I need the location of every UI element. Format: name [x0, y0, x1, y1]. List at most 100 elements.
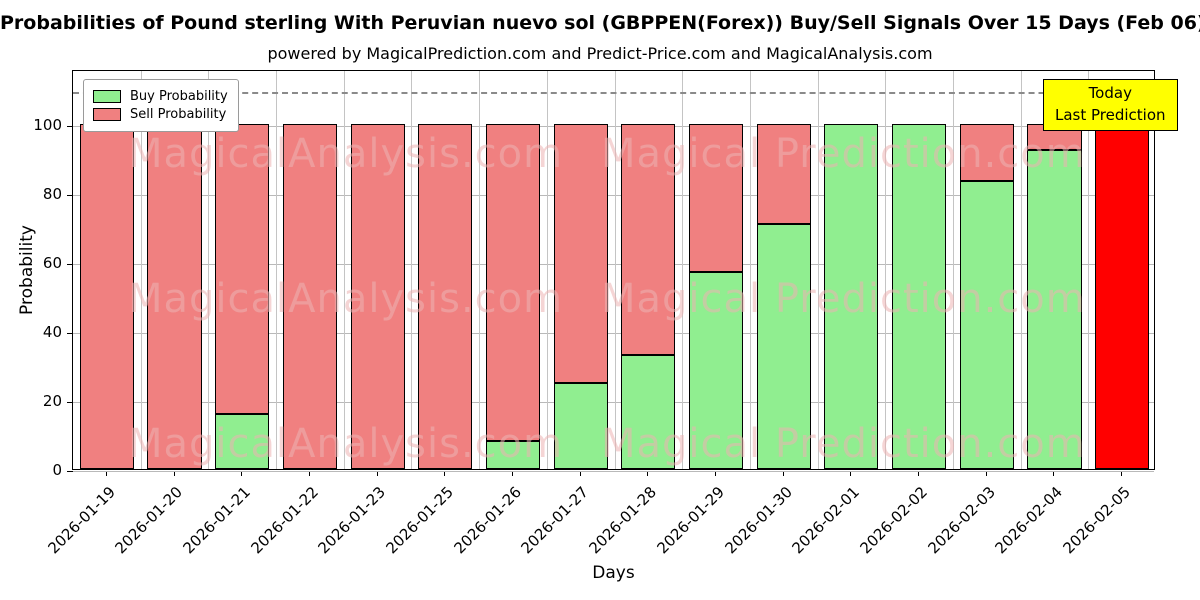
- sell-bar-segment: [756, 124, 811, 225]
- buy-bar-segment: [621, 355, 676, 469]
- x-tick-label: 2026-01-22: [247, 483, 322, 558]
- x-tick-mark: [376, 471, 378, 476]
- x-tick-label: 2026-01-25: [382, 483, 458, 558]
- x-tick-mark: [105, 471, 107, 476]
- today-annotation-line1: Today: [1088, 84, 1132, 102]
- x-tick-label: 2026-02-01: [788, 483, 864, 558]
- today-annotation: Today Last Prediction: [1043, 79, 1178, 131]
- x-gridline: [1088, 71, 1090, 469]
- sell-bar-segment: [147, 124, 202, 469]
- y-tick-label: 0: [52, 461, 62, 479]
- buy-bar-segment: [1027, 150, 1082, 469]
- y-tick-mark: [67, 264, 73, 266]
- x-tick-label: 2026-01-20: [111, 483, 187, 558]
- x-tick-label: 2026-01-19: [44, 483, 119, 558]
- y-gridline: [73, 126, 1154, 128]
- y-tick-mark: [67, 333, 73, 335]
- x-gridline: [343, 71, 345, 469]
- buy-bar-segment: [485, 441, 541, 469]
- chart-title: Probabilities of Pound sterling With Per…: [0, 12, 1200, 34]
- x-axis-ticks: 2026-01-19 2026-01-20 2026-01-21 2026-01-22…: [44, 471, 1155, 591]
- x-tick-label: 2026-01-21: [179, 483, 254, 558]
- x-tick-label: 2026-01-23: [314, 483, 390, 558]
- buy-swatch: [93, 90, 121, 103]
- sell-bar-segment: [79, 124, 134, 469]
- buy-bar-segment: [553, 382, 608, 469]
- x-tick-mark: [647, 471, 649, 476]
- buy-bar-segment: [688, 272, 744, 469]
- y-gridline: [73, 471, 1154, 472]
- chart-subtitle: powered by MagicalPrediction.com and Pre…: [267, 44, 933, 63]
- threshold-dashed-line: [73, 91, 1154, 94]
- sell-swatch: [93, 108, 121, 121]
- x-tick-mark: [1121, 471, 1123, 476]
- x-gridline: [546, 71, 548, 469]
- sell-bar-segment: [350, 124, 405, 469]
- x-tick-label: 2026-01-30: [721, 483, 796, 558]
- x-gridline: [208, 71, 210, 469]
- x-tick-label: 2026-01-29: [653, 483, 728, 558]
- today-annotation-line2: Last Prediction: [1055, 105, 1166, 124]
- x-tick-mark: [241, 471, 243, 476]
- x-tick-mark: [308, 471, 310, 476]
- legend-sell-label: Sell Probability: [130, 107, 227, 122]
- x-tick-label: 2026-02-03: [924, 483, 999, 558]
- x-gridline: [614, 71, 616, 469]
- legend-row-sell: Sell Probability: [93, 107, 228, 122]
- x-gridline: [1020, 71, 1022, 469]
- sell-bar-segment: [282, 124, 337, 469]
- x-gridline: [885, 71, 887, 469]
- buy-bar-segment: [824, 124, 879, 469]
- x-tick-mark: [715, 471, 717, 476]
- x-tick-mark: [850, 471, 852, 476]
- x-tick-mark: [173, 471, 175, 476]
- x-gridline: [479, 71, 481, 469]
- today-bar: [1095, 124, 1150, 469]
- sell-bar-segment: [959, 124, 1014, 182]
- legend: Buy Probability Sell Probability: [83, 79, 239, 132]
- y-gridline: [73, 402, 1154, 404]
- y-tick-mark: [67, 195, 73, 197]
- x-tick-label: 2026-01-26: [450, 483, 525, 558]
- buy-bar-segment: [892, 124, 947, 469]
- y-tick-mark: [67, 402, 73, 404]
- y-tick-label: 40: [42, 323, 62, 342]
- sell-bar-segment: [553, 124, 608, 383]
- x-tick-label: 2026-01-28: [585, 483, 661, 558]
- sell-bar-segment: [485, 124, 541, 442]
- y-tick-mark: [67, 126, 73, 128]
- x-gridline: [140, 71, 142, 469]
- sell-bar-segment: [621, 124, 676, 356]
- x-tick-mark: [918, 471, 920, 476]
- x-tick-mark: [1053, 471, 1055, 476]
- legend-row-buy: Buy Probability: [93, 89, 228, 104]
- x-gridline: [682, 71, 684, 469]
- buy-bar-segment: [215, 413, 270, 469]
- buy-bar-segment: [756, 224, 811, 469]
- plot-area: Buy Probability Sell Probability Magical…: [67, 70, 1155, 472]
- legend-buy-label: Buy Probability: [130, 89, 228, 104]
- x-gridline: [817, 71, 819, 469]
- x-tick-label: 2026-01-27: [518, 483, 593, 558]
- y-gridline: [73, 333, 1154, 335]
- sell-bar-segment: [688, 124, 744, 273]
- x-tick-label: 2026-02-05: [1059, 483, 1134, 558]
- y-axis-ticks: 0 20 40 60 80 100: [0, 70, 66, 479]
- x-tick-mark: [511, 471, 513, 476]
- x-tick-label: 2026-02-02: [856, 483, 931, 558]
- x-gridline: [276, 71, 278, 469]
- x-gridline: [749, 71, 751, 469]
- buy-bar-segment: [959, 181, 1014, 469]
- y-tick-mark: [67, 471, 73, 472]
- x-axis-label: Days: [592, 563, 635, 583]
- x-tick-mark: [579, 471, 581, 476]
- sell-bar-segment: [418, 124, 473, 469]
- y-tick-label: 20: [42, 392, 62, 411]
- y-tick-label: 100: [33, 116, 62, 135]
- y-gridline: [73, 195, 1154, 197]
- y-tick-label: 80: [42, 185, 62, 204]
- y-gridline: [73, 264, 1154, 266]
- sell-bar-segment: [215, 124, 270, 414]
- x-tick-mark: [444, 471, 446, 476]
